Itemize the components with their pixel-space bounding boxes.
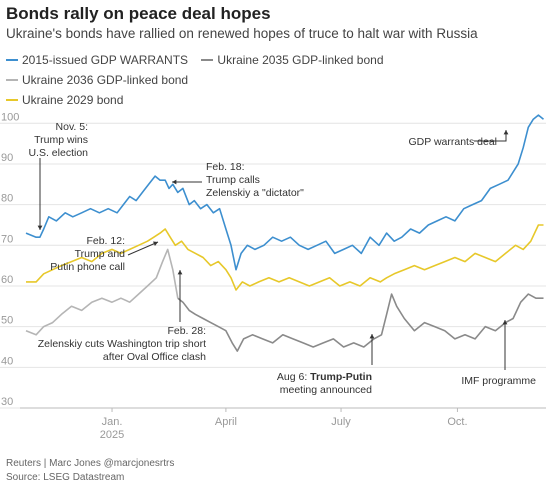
legend-label-2036: Ukraine 2036 GDP-linked bond <box>22 73 189 87</box>
annotation-arrowhead <box>503 130 509 135</box>
series-line <box>177 293 544 352</box>
series-line <box>25 114 545 271</box>
y-tick-label: 60 <box>1 274 13 286</box>
y-tick-label: 70 <box>1 233 13 245</box>
annotation-text: Putin phone call <box>50 261 125 273</box>
y-tick-label: 80 <box>1 193 13 205</box>
legend-item-2036: Ukraine 2036 GDP-linked bond <box>6 70 188 90</box>
x-tick-label: Jan. <box>102 416 123 428</box>
legend-swatch-2035 <box>201 58 214 61</box>
legend-item-gdp-warrants: 2015-issued GDP WARRANTS <box>6 50 188 70</box>
annotation-arrowhead <box>153 241 158 246</box>
legend-swatch-gdp <box>6 58 18 61</box>
legend-label-2029: Ukraine 2029 bond <box>22 93 124 107</box>
y-tick-label: 100 <box>1 111 19 123</box>
annotation-text: after Oval Office clash <box>103 351 206 363</box>
chart-subtitle: Ukraine's bonds have rallied on renewed … <box>6 26 478 41</box>
series-line <box>26 224 544 291</box>
legend-item-2035: Ukraine 2035 GDP-linked bond <box>201 50 384 70</box>
annotation-arrowhead <box>369 334 375 339</box>
annotation-text: Feb. 28: <box>167 325 206 337</box>
x-tick-label: July <box>331 416 351 428</box>
annotation-text: Trump wins <box>34 134 88 146</box>
annotation-text: Feb. 18: <box>206 161 245 173</box>
legend: 2015-issued GDP WARRANTS Ukraine 2035 GD… <box>6 50 546 110</box>
annotation-arrowhead <box>172 179 177 185</box>
annotation-leader <box>127 241 159 256</box>
y-tick-label: 40 <box>1 355 13 367</box>
annotation-text: Trump and <box>75 248 126 260</box>
legend-swatch-2036 <box>6 78 18 81</box>
chart-title: Bonds rally on peace deal hopes <box>6 4 271 23</box>
annotation-text: Aug 6: Trump-Putin <box>277 371 372 383</box>
series-line <box>25 248 179 336</box>
annotation-arrowhead <box>37 225 43 230</box>
annotation-text: meeting announced <box>280 384 372 396</box>
footer-credit: Reuters | Marc Jones @marcjonesrtrs <box>6 458 175 469</box>
annotation-text: GDP warrants deal <box>408 136 497 148</box>
y-tick-label: 90 <box>1 152 13 164</box>
x-tick-sublabel: 2025 <box>100 429 124 441</box>
y-tick-label: 30 <box>1 396 13 408</box>
annotation-arrowhead <box>177 270 183 275</box>
annotation-text: Trump calls <box>206 174 260 186</box>
x-tick-label: April <box>215 416 237 428</box>
annotation-text: Nov. 5: <box>56 121 88 133</box>
annotation-text: Zelenskiy a "dictator" <box>206 187 304 199</box>
footer-source: Source: LSEG Datastream <box>6 472 125 483</box>
annotation-text: Feb. 12: <box>86 235 125 247</box>
annotation-arrowhead <box>502 320 508 325</box>
annotation-text: IMF programme <box>461 375 536 387</box>
annotation-text: Zelenskiy cuts Washington trip short <box>38 338 206 350</box>
annotation-line: Trump-Putin <box>310 371 372 383</box>
legend-label-2035: Ukraine 2035 GDP-linked bond <box>217 53 384 67</box>
legend-label-gdp: 2015-issued GDP WARRANTS <box>22 53 189 67</box>
legend-item-2029: Ukraine 2029 bond <box>6 90 123 110</box>
legend-swatch-2029 <box>6 98 18 101</box>
y-tick-label: 50 <box>1 315 13 327</box>
x-tick-label: Oct. <box>447 416 467 428</box>
annotation-text: U.S. election <box>28 147 88 159</box>
annotation-line: Aug 6: <box>277 371 310 383</box>
